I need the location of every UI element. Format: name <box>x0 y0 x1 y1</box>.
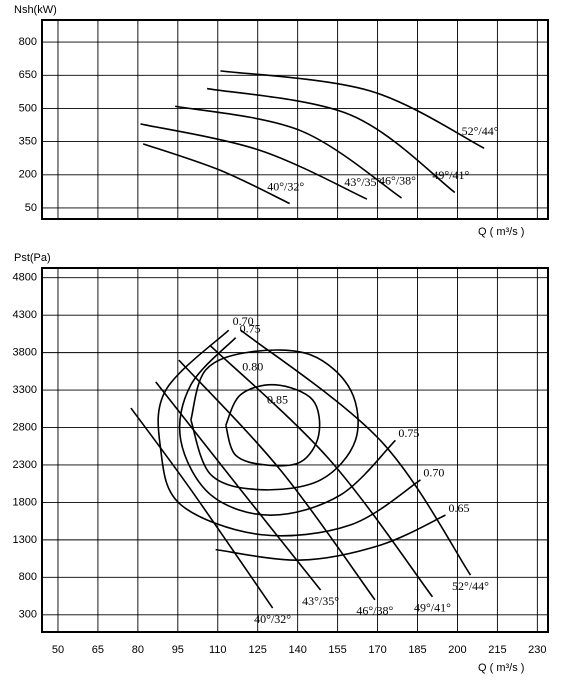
x-tick-label: 50 <box>52 644 64 656</box>
y-tick-label: 2300 <box>13 459 37 471</box>
blade-angle-curve <box>209 344 434 598</box>
blade-angle-curve <box>130 407 274 609</box>
y-tick-label: 800 <box>19 36 37 48</box>
y-tick-label: 1800 <box>13 496 37 508</box>
contour-label: 0.65 <box>448 501 469 515</box>
y-tick-label: 650 <box>19 69 37 81</box>
y-tick-label: 3300 <box>13 384 37 396</box>
efficiency-contour <box>178 337 396 516</box>
efficiency-contour <box>224 383 321 467</box>
series-label: 43°/35° <box>302 594 339 608</box>
contour-label: 0.85 <box>267 393 288 407</box>
contour-label: 0.75 <box>398 426 419 440</box>
x-tick-label: 155 <box>328 644 346 656</box>
y-tick-label: 1300 <box>13 534 37 546</box>
y-tick-label: 800 <box>19 571 37 583</box>
blade-angle-curve <box>175 105 402 199</box>
x-tick-label: 125 <box>249 644 267 656</box>
y-tick-label: 500 <box>19 102 37 114</box>
series-label: 49°/41° <box>432 168 469 182</box>
blade-angle-curve <box>240 329 472 576</box>
y-axis-title: Pst(Pa) <box>14 252 51 264</box>
efficiency-contour <box>157 329 421 537</box>
series-label: 46°/38° <box>379 174 416 188</box>
y-tick-label: 50 <box>25 202 37 214</box>
efficiency-contour <box>215 514 446 561</box>
blade-angle-curve <box>206 87 456 194</box>
x-tick-label: 200 <box>448 644 466 656</box>
series-label: 40°/32° <box>254 612 291 626</box>
blade-angle-curve <box>178 359 376 601</box>
series-label: 49°/41° <box>414 601 451 615</box>
blade-angle-curve <box>155 381 322 591</box>
x-tick-label: 65 <box>92 644 104 656</box>
plot-frame <box>41 267 549 633</box>
series-label: 40°/32° <box>267 179 304 193</box>
x-tick-label: 215 <box>488 644 506 656</box>
contour-label: 0.80 <box>242 360 263 374</box>
blade-angle-curve <box>142 143 291 205</box>
x-tick-label: 95 <box>172 644 184 656</box>
y-tick-label: 4300 <box>13 309 37 321</box>
y-tick-label: 350 <box>19 136 37 148</box>
series-label: 52°/44° <box>452 579 489 593</box>
x-tick-label: 110 <box>209 644 227 656</box>
plot-frame <box>41 19 549 220</box>
y-tick-label: 200 <box>19 169 37 181</box>
y-tick-label: 4800 <box>13 272 37 284</box>
x-tick-label: 170 <box>368 644 386 656</box>
series-label: 52°/44° <box>462 124 499 138</box>
x-axis-title: Q ( m³/s ) <box>478 226 524 238</box>
contour-label: 0.70 <box>233 314 254 328</box>
x-tick-label: 80 <box>132 644 144 656</box>
series-label: 43°/35° <box>344 175 381 189</box>
x-tick-label: 230 <box>528 644 546 656</box>
y-axis-title: Nsh(kW) <box>14 4 57 16</box>
contour-label: 0.70 <box>423 466 444 480</box>
y-tick-label: 2800 <box>13 421 37 433</box>
efficiency-contour <box>190 349 359 491</box>
y-tick-label: 300 <box>19 609 37 621</box>
series-label: 46°/38° <box>356 604 393 618</box>
x-tick-label: 140 <box>288 644 306 656</box>
blade-angle-curve <box>140 123 368 200</box>
contour-label: 0.75 <box>240 321 261 335</box>
y-tick-label: 3800 <box>13 347 37 359</box>
x-axis-title: Q ( m³/s ) <box>478 662 524 674</box>
blade-angle-curve <box>220 70 485 149</box>
x-tick-label: 185 <box>408 644 426 656</box>
